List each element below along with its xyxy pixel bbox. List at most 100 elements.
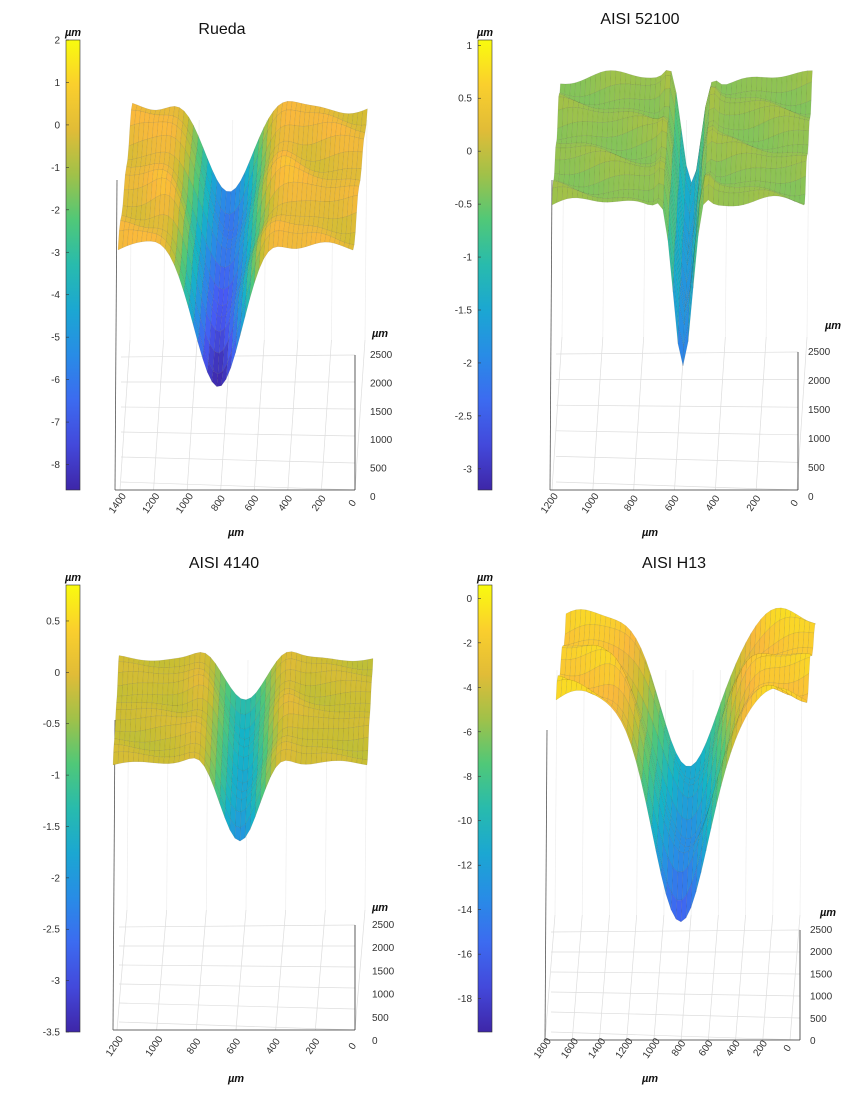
surface-patch (143, 754, 150, 763)
surface-patch (317, 728, 324, 740)
y-tick-label: 500 (370, 464, 387, 475)
surface-patch (316, 657, 323, 664)
grid-line (796, 336, 808, 491)
surface-patch (795, 86, 802, 106)
z-axis-line (544, 729, 548, 1041)
grid-line (156, 909, 168, 1031)
surface-patch (298, 703, 305, 716)
surface-patch (181, 711, 188, 718)
surface-patch (354, 711, 360, 719)
surface-patch (154, 739, 161, 751)
surface-patch (360, 691, 367, 704)
grid-line (550, 1011, 801, 1019)
surface-patch (306, 739, 313, 747)
surface-patch (295, 659, 302, 673)
grid-line (544, 914, 556, 1041)
surface-patch (740, 91, 747, 99)
grid-line (555, 430, 799, 436)
surface-patch (300, 671, 307, 686)
grid-line (551, 336, 563, 491)
y-axis-label: µm (371, 328, 388, 340)
surface-patch (153, 660, 160, 668)
colorbar-tick-label: -2.5 (455, 411, 473, 422)
surface-patch (608, 100, 615, 110)
grid-line (680, 914, 692, 1041)
surface-patch (354, 703, 361, 712)
surface-patch (293, 701, 300, 715)
surface-patch (329, 705, 336, 712)
surface-patch (197, 684, 204, 699)
colorbar-tick-label: -1 (51, 771, 60, 782)
surface-patch (364, 711, 371, 719)
surface-patch (297, 714, 304, 729)
surface-patch (613, 175, 620, 192)
surface-patch (307, 728, 314, 740)
surface-patch (300, 753, 307, 765)
surface-patch (710, 80, 717, 88)
surface-patch (356, 673, 362, 682)
surface-patch (348, 727, 354, 741)
grid-line (287, 339, 299, 491)
surface-patch (359, 711, 366, 718)
surface-patch (331, 664, 338, 671)
grid-line (116, 909, 128, 1031)
surface-patch (285, 658, 292, 671)
surface-patch (781, 75, 788, 93)
x-tick-label: 200 (751, 1038, 770, 1058)
surface-patch (327, 739, 334, 749)
surface-patch (786, 155, 793, 168)
surface-patch (341, 666, 348, 673)
surface-patch (291, 651, 297, 661)
surface-patch (577, 107, 584, 123)
surface-patch (184, 654, 191, 666)
surface (112, 651, 374, 842)
surface-patch (720, 158, 727, 178)
surface-patch (177, 679, 184, 695)
surface-patch (165, 725, 172, 740)
surface-patch (754, 180, 761, 188)
surface-patch (296, 744, 303, 754)
surface-patch (336, 754, 343, 761)
surface-patch (326, 752, 333, 762)
surface-patch (132, 682, 138, 696)
surface-patch (627, 116, 634, 133)
surface-patch (779, 183, 786, 195)
surface-patch (574, 155, 581, 175)
surface-patch (643, 175, 650, 191)
surface-patch (628, 189, 634, 199)
surface-patch (118, 744, 125, 752)
surface-patch (599, 70, 606, 91)
surface-patch (136, 702, 143, 710)
grid-line (799, 669, 803, 916)
surface-patch (561, 124, 568, 140)
surface-patch (141, 702, 148, 709)
grid-line (153, 339, 164, 491)
surface-patch (629, 84, 636, 100)
grid-line (789, 914, 801, 1041)
y-tick-label: 2500 (370, 350, 393, 361)
colorbar-tick-label: -1 (51, 163, 60, 174)
surface-patch (116, 685, 123, 697)
surface-patch (351, 757, 358, 764)
surface-patch (753, 189, 760, 202)
surface-patch (153, 666, 160, 674)
grid-line (806, 119, 810, 338)
surface-patch (735, 92, 742, 99)
surface-patch (302, 715, 309, 729)
surface-patch (640, 77, 647, 86)
surface-patch (306, 746, 313, 754)
surface-patch (725, 156, 732, 177)
surface-patch (319, 696, 326, 706)
surface-patch (607, 121, 613, 138)
surface-patch (708, 107, 715, 123)
surface-patch (320, 671, 327, 685)
surface-patch (166, 710, 173, 717)
surface-patch (646, 139, 653, 158)
surface-patch (557, 108, 564, 129)
surface-patch (597, 193, 604, 199)
surface-patch (180, 716, 187, 725)
grid-line (118, 1021, 356, 1031)
y-tick-label: 0 (372, 1036, 378, 1047)
surface-patch (349, 703, 356, 712)
surface-patch (348, 717, 355, 729)
